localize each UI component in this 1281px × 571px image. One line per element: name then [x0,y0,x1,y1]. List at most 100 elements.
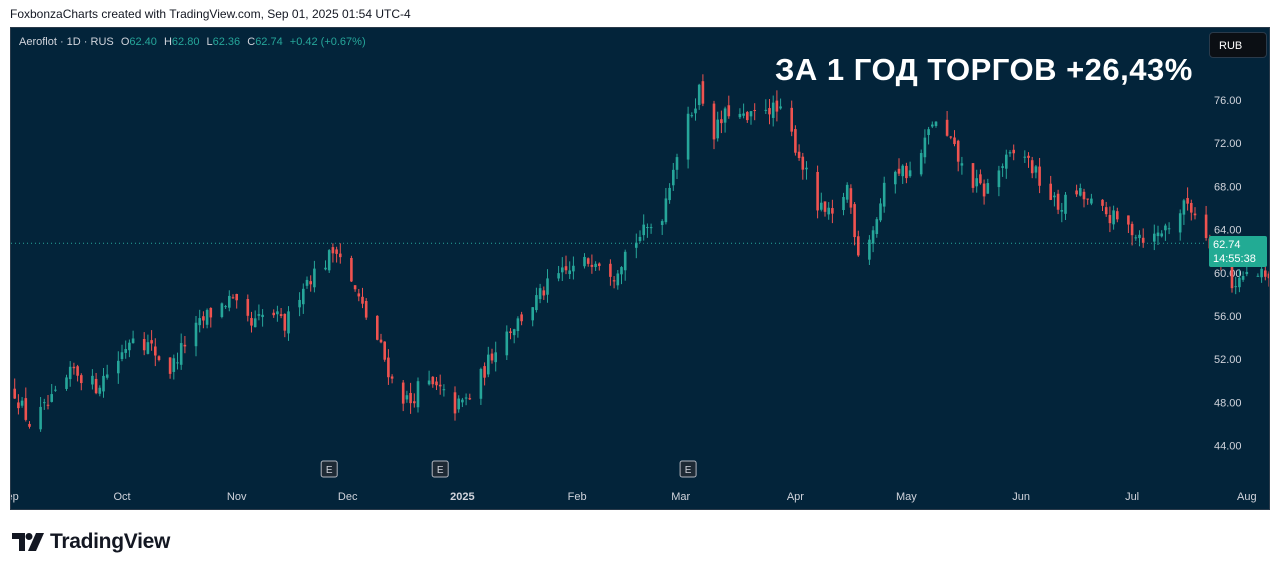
candle-body [1241,275,1245,280]
candle-body [1167,228,1171,230]
candle-body [490,353,494,361]
candle-body [927,129,930,136]
x-tick-label: 2025 [450,491,474,503]
candle-body [1134,237,1138,239]
candle-body [505,331,509,356]
candle-body [72,366,76,369]
candle-body [875,219,879,234]
candle-body [1034,166,1038,173]
candle-body [842,197,845,211]
candle-body [1245,271,1249,275]
candle-body [1090,198,1093,204]
candle-body [1238,277,1241,288]
candle-body [1193,213,1197,216]
candle-body [17,402,20,409]
candle-body [749,111,753,117]
candle-body [401,382,405,404]
candle-body [945,119,949,136]
candle-body [464,397,468,399]
candle-body [635,242,638,248]
x-tick-label: Aug [1237,491,1257,503]
y-tick-label: 72.00 [1214,138,1242,150]
x-tick-label: May [896,491,917,503]
candle-body [257,314,261,316]
price-chart[interactable]: 76.00 72.00 68.00 64.00 60.00 56.00 52.00 48.00… [11,28,1269,509]
candle-body [701,81,705,104]
candle-body [520,314,523,322]
y-tick-label: 48.00 [1214,397,1242,409]
candle-body [1260,268,1263,278]
candle-body [1101,199,1104,206]
candle-body [1138,234,1141,239]
candle-body [868,239,871,260]
candle-body [668,187,671,201]
candle-body [997,170,1001,188]
candle-body [302,288,305,305]
candle-body [768,108,771,115]
candle-body [276,311,279,315]
candle-body [1001,166,1004,168]
earnings-marker [679,460,697,478]
candle-body [335,249,338,254]
candle-body [198,318,201,326]
candle-body [871,230,875,244]
candle-body [168,357,172,374]
candle-body [453,392,457,414]
earnings-marker-label: E [685,465,692,476]
candle-body [154,346,157,356]
candle-body [416,381,420,408]
candle-body [1012,149,1015,154]
earnings-marker [431,460,449,478]
x-tick-label: Oct [113,491,130,503]
candle-body [949,136,953,138]
candle-body [986,183,990,194]
candle-body [1064,194,1067,214]
candle-body [542,290,546,296]
candle-body [831,208,834,214]
change-value: +0.42 (+0.67%) [289,36,366,48]
candle-body [305,279,309,286]
x-tick-label: Sep [11,491,19,503]
candle-body [494,352,497,363]
candle-body [150,340,153,344]
candle-body [712,103,716,140]
y-tick-label: 76.00 [1214,95,1242,107]
currency-button[interactable]: RUB [1209,32,1267,58]
x-tick-label: Mar [671,491,690,503]
candle-body [697,84,701,106]
candle-body [146,342,150,354]
candle-body [124,349,127,353]
candle-body [1038,166,1041,186]
candle-body [80,375,83,384]
footer-brand[interactable]: TradingView [12,530,170,554]
x-tick-label: Jun [1012,491,1030,503]
candle-body [46,404,50,406]
chart-panel[interactable]: 76.00 72.00 68.00 64.00 60.00 56.00 52.00 48.00… [10,27,1270,510]
candle-body [91,375,94,385]
candle-body [28,423,31,427]
candle-body [672,169,675,186]
candle-body [20,400,24,406]
x-tick-label: Feb [568,491,587,503]
x-tick-label: Apr [787,491,804,503]
y-tick-label: 64.00 [1214,225,1242,237]
candle-body [24,398,28,420]
candle-body [1156,232,1160,237]
candle-body [1060,210,1064,212]
candle-body [827,207,830,215]
candle-body [176,362,179,364]
symbol-label[interactable]: Aeroflot · 1D · RUS [19,36,114,48]
candle-body [509,331,512,333]
candle-body [820,202,823,210]
candle-body [13,388,16,399]
y-tick-label: 68.00 [1214,181,1242,193]
candle-body [324,267,327,270]
candle-body [379,339,383,343]
candle-body [775,100,779,112]
candle-body [479,368,483,399]
candle-body [350,257,353,282]
candle-body [609,263,612,277]
candle-body [594,263,597,268]
candle-body [65,377,68,389]
candle-body [172,358,176,372]
